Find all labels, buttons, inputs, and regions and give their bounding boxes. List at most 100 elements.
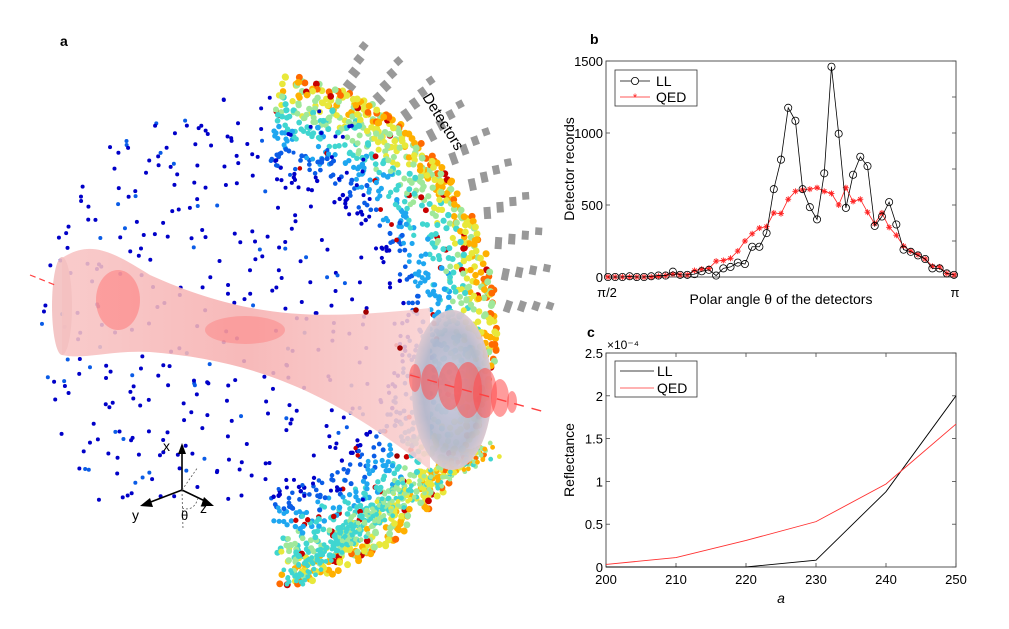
particle (469, 217, 477, 225)
particle (380, 447, 386, 453)
particle (390, 513, 396, 519)
particle (65, 245, 70, 250)
particle (87, 365, 92, 370)
data-point-qed (626, 274, 633, 280)
particle (330, 158, 337, 164)
particle (172, 182, 177, 187)
particle (248, 291, 253, 296)
particle (406, 217, 412, 223)
particle (296, 561, 302, 567)
particle (222, 164, 227, 169)
particle (325, 275, 330, 280)
particle (313, 175, 318, 180)
particle (468, 249, 476, 257)
particle (377, 223, 383, 228)
particle (225, 434, 230, 439)
data-point-ll (697, 267, 706, 276)
particle (130, 373, 135, 378)
particle (229, 136, 234, 141)
asterisk-stroke (692, 268, 697, 273)
data-point-qed (741, 238, 748, 244)
particle (467, 301, 475, 308)
particle (200, 228, 205, 233)
asterisk-stroke (901, 243, 906, 249)
particle (438, 265, 445, 271)
particle (309, 87, 317, 95)
particle (387, 442, 393, 448)
x-tick-label: 210 (665, 572, 687, 587)
particle (364, 182, 370, 189)
asterisk-stroke (829, 191, 834, 196)
particle (374, 196, 380, 202)
particle (314, 557, 320, 563)
particle (351, 164, 357, 170)
particle (364, 486, 370, 492)
particle (308, 124, 313, 129)
particle (305, 548, 311, 554)
asterisk-stroke (879, 210, 885, 216)
data-point-ll (870, 221, 879, 230)
asterisk-stroke (627, 274, 633, 280)
particle (344, 425, 349, 430)
particle (303, 540, 310, 547)
detector-tile (483, 206, 492, 220)
particle (435, 485, 441, 491)
particle (454, 251, 461, 258)
particle (365, 531, 371, 536)
particle (379, 255, 384, 261)
particle (465, 254, 473, 262)
data-point-qed (835, 202, 842, 208)
data-point-ll (942, 269, 951, 278)
particle (239, 460, 244, 465)
particle (335, 98, 342, 105)
particle (373, 459, 379, 465)
particle (293, 213, 298, 218)
detector-tile (514, 266, 524, 279)
particle (465, 240, 473, 247)
particle (126, 194, 131, 199)
particle (147, 158, 152, 163)
particle (370, 467, 376, 474)
particle (426, 200, 433, 208)
particle (361, 157, 366, 162)
particle (310, 109, 317, 116)
particle (156, 163, 161, 168)
legend-box (614, 69, 698, 107)
particle (362, 474, 368, 480)
particle (375, 146, 382, 153)
particle (156, 154, 161, 159)
particle (349, 137, 356, 144)
particle (77, 371, 82, 376)
particle (342, 498, 348, 505)
particle (348, 541, 354, 547)
particle (423, 251, 429, 257)
particle (308, 280, 313, 285)
data-point-ll (654, 271, 663, 280)
particle (294, 408, 299, 413)
particle (296, 572, 302, 578)
particle (374, 499, 380, 505)
particle (293, 578, 299, 584)
particle (475, 459, 480, 465)
particle (428, 157, 436, 165)
particle (391, 137, 398, 145)
particle (122, 226, 127, 231)
particle (284, 428, 289, 433)
particle (353, 489, 359, 495)
beam-hotspot (96, 270, 140, 330)
particle (487, 440, 493, 446)
particle (363, 309, 369, 315)
particle (360, 547, 368, 555)
particle (406, 170, 413, 177)
data-point-ll (798, 185, 807, 194)
laser-pulse (491, 379, 509, 417)
asterisk-stroke (677, 272, 683, 278)
particle (397, 272, 403, 277)
particle (146, 429, 151, 434)
particle (286, 500, 292, 506)
particle (397, 248, 403, 254)
particle (329, 107, 336, 114)
particle (406, 259, 412, 265)
data-point-qed (842, 184, 849, 191)
particle (207, 362, 212, 367)
